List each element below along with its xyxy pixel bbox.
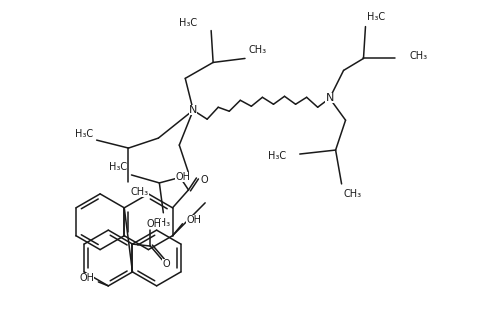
Text: CH₃: CH₃ bbox=[130, 187, 149, 197]
Text: H₃C: H₃C bbox=[367, 12, 385, 22]
Text: OH: OH bbox=[175, 172, 190, 182]
Text: OH: OH bbox=[147, 219, 162, 229]
Text: H₃C: H₃C bbox=[74, 129, 93, 139]
Text: N: N bbox=[326, 93, 334, 103]
Text: CH₃: CH₃ bbox=[409, 51, 427, 62]
Text: CH₃: CH₃ bbox=[152, 218, 171, 228]
Text: N: N bbox=[189, 105, 197, 115]
Text: CH₃: CH₃ bbox=[344, 189, 362, 199]
Text: OH: OH bbox=[187, 215, 202, 225]
Text: H₃C: H₃C bbox=[179, 18, 197, 28]
Text: H₃C: H₃C bbox=[109, 162, 127, 172]
Text: CH₃: CH₃ bbox=[249, 45, 267, 56]
Text: H₃C: H₃C bbox=[268, 151, 286, 161]
Text: O: O bbox=[162, 259, 170, 269]
Text: OH: OH bbox=[79, 273, 94, 283]
Text: O: O bbox=[200, 175, 208, 185]
